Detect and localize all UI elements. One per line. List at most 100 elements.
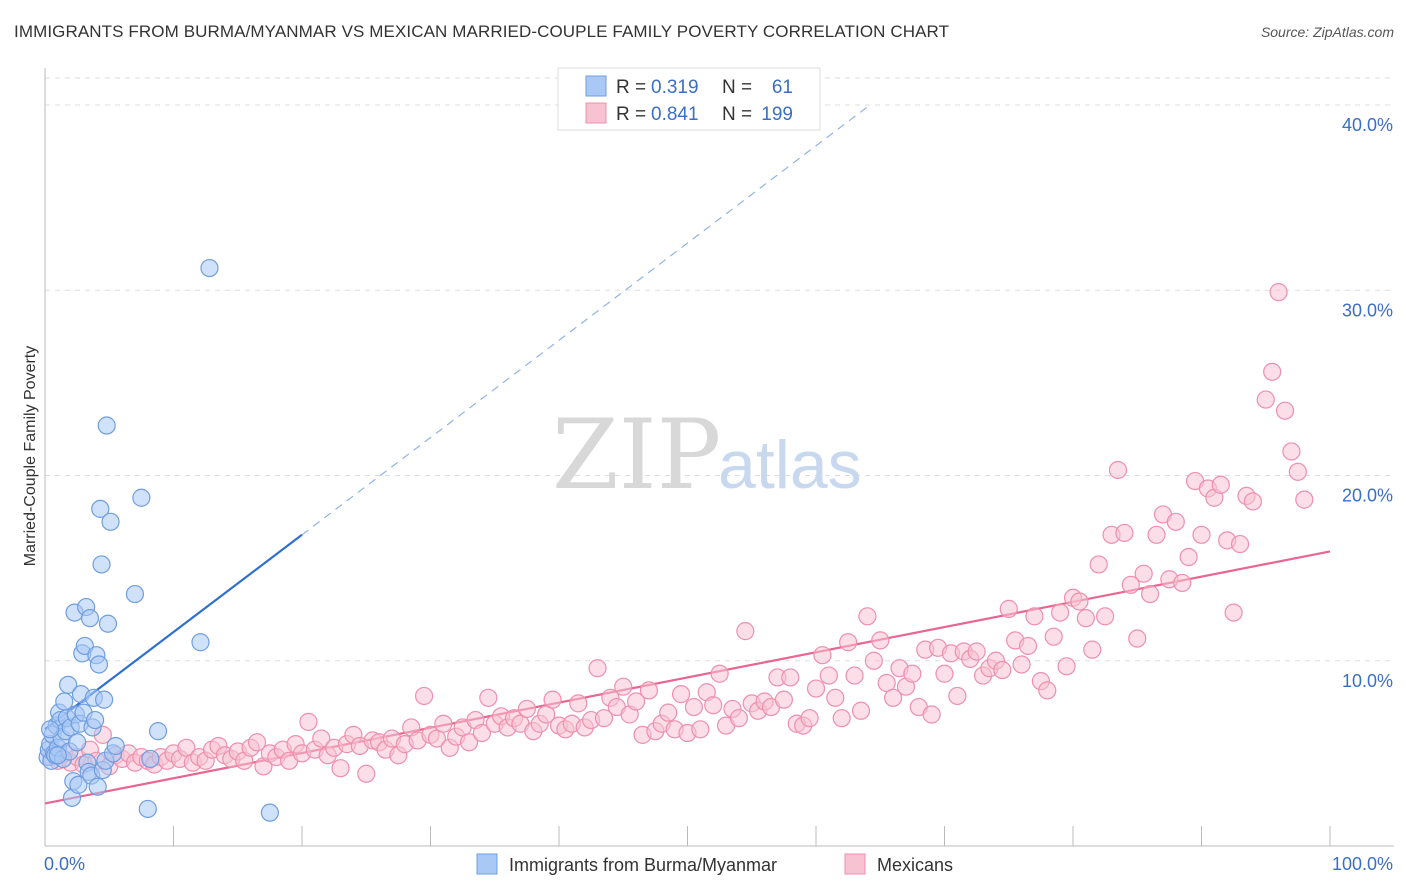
trend-line-burma-dashed [301,106,868,536]
mexicans-point [1282,442,1301,461]
mexicans-point [331,759,350,778]
burma-point [91,499,110,518]
watermark-atlas: atlas [718,427,862,503]
mexicans-point [845,666,864,685]
mexicans-point [993,660,1012,680]
mexicans-point [935,664,954,683]
y-tick-label: 40.0% [1342,115,1393,135]
mexicans-point [684,697,704,717]
mexicans-point [1070,592,1089,611]
legend-r-label-1: R = [616,77,646,98]
mexicans-point [999,599,1018,618]
y-tick-label: 20.0% [1342,486,1393,506]
bottom-legend-swatch-blue[interactable] [476,853,498,875]
mexicans-point [414,686,434,706]
burma-points [38,258,279,822]
mexicans-point [1038,681,1057,700]
burma-point [138,799,157,819]
mexicans-point [459,733,479,752]
chart-source: Source: ZipAtlas.com [1260,24,1394,40]
watermark-zip: ZIP [552,399,721,511]
mexicans-point [626,692,646,711]
mexicans-point [736,622,755,641]
mexicans-point [1134,564,1153,583]
mexicans-point [832,709,851,728]
mexicans-point [659,703,678,722]
mexicans-point [1269,283,1288,302]
y-axis-label: Married-Couple Family Poverty [22,346,39,567]
burma-point [106,736,125,756]
mexicans-point [774,690,793,709]
mexicans-point [864,651,883,670]
burma-point [148,722,168,741]
burma-point [260,803,279,822]
mexicans-point [1211,475,1230,494]
chart-title: IMMIGRANTS FROM BURMA/MYANMAR VS MEXICAN… [14,22,950,41]
burma-point [69,775,88,794]
mexicans-point [826,688,845,707]
mexicans-point [1025,607,1044,626]
legend-r-value-1: 0.319 [651,77,699,98]
mexicans-point [1083,640,1102,659]
mexicans-points [42,283,1314,783]
mexicans-point [819,666,838,685]
mexicans-point [1121,575,1140,594]
mexicans-point [851,701,871,720]
mexicans-point [312,729,331,748]
series-legend: Immigrants from Burma/Myanmar Mexicans [476,853,953,875]
mexicans-point [967,642,986,661]
mexicans-point [1192,525,1211,544]
burma-point [125,584,145,604]
mexicans-point [858,607,877,626]
mexicans-point [729,709,749,728]
burma-point [101,512,120,531]
mexicans-point [472,723,491,743]
axes [44,68,1394,847]
mexicans-point [1128,629,1147,648]
burma-point [86,710,105,730]
mexicans-point [357,764,376,783]
gridlines [45,77,1394,662]
y-tick-labels: 10.0% 20.0% 30.0% 40.0% [1342,115,1393,691]
stats-legend: R = 0.319 N = 61 R = 0.841 N = 199 [557,67,821,131]
legend-n-value-2: 199 [761,104,793,125]
x-tick-label-min: 0.0% [44,854,85,874]
mexicans-point [1243,492,1263,511]
burma-point [48,746,67,765]
burma-point [132,488,151,507]
mexicans-point [806,679,826,698]
mexicans-point [871,631,890,650]
mexicans-point [639,681,659,700]
bottom-legend-label-burma[interactable]: Immigrants from Burma/Myanmar [509,855,777,875]
mexicans-point [948,686,967,706]
mexicans-point [543,690,562,709]
burma-point [68,733,87,752]
mexicans-point [1108,460,1128,480]
x-tick-label-max: 100.0% [1332,854,1393,874]
mexicans-point [1057,657,1076,676]
mexicans-point [1166,512,1185,531]
mexicans-point [1018,636,1038,656]
mexicans-point [813,646,832,665]
mexicans-point [299,712,318,731]
bottom-legend-label-mexicans[interactable]: Mexicans [877,855,953,875]
mexicans-point [1096,607,1115,626]
mexicans-point [1012,655,1031,674]
burma-point [95,690,114,709]
mexicans-point [1115,523,1134,543]
mexicans-point [1256,390,1275,409]
y-tick-label: 10.0% [1342,671,1393,691]
mexicans-point [434,714,453,733]
legend-r-value-2: 0.841 [651,104,699,125]
burma-point [41,720,60,739]
bottom-legend-swatch-pink[interactable] [844,853,866,875]
burma-point [80,609,100,628]
mexicans-point [247,733,267,752]
mexicans-point [781,668,800,687]
mexicans-point [1275,401,1295,420]
mexicans-point [839,633,858,652]
burma-point [141,749,160,769]
mexicans-point [1051,603,1070,622]
burma-point [191,633,210,652]
